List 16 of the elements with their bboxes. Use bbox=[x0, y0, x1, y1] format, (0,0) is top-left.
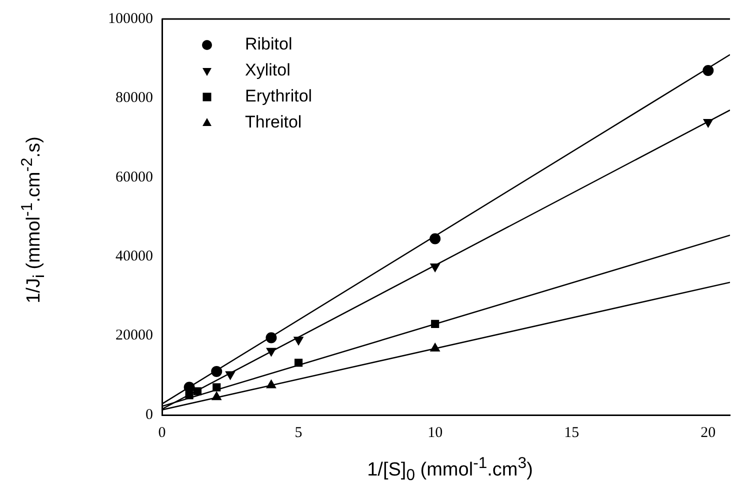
x-axis-title: 1/[S]$_{0}$ (mmol$^{-1}$.cm$^{3}$) bbox=[366, 455, 534, 486]
y-tick-label: 60000 bbox=[116, 169, 153, 186]
legend-label: Ribitol bbox=[245, 34, 292, 54]
x-tick-label: 20 bbox=[700, 424, 716, 441]
legend-label: Erythritol bbox=[245, 86, 312, 106]
x-tick-label: 15 bbox=[564, 424, 580, 441]
x-tick-label: 10 bbox=[428, 424, 443, 441]
x-tick-label: 0 bbox=[158, 424, 166, 441]
y-tick-label: 100000 bbox=[108, 10, 153, 27]
legend-label: Xylitol bbox=[245, 60, 290, 80]
y-tick-label: 0 bbox=[146, 406, 153, 423]
legend-label: Threitol bbox=[245, 112, 302, 132]
y-tick-label: 80000 bbox=[116, 90, 153, 106]
y-tick-label: 20000 bbox=[116, 328, 153, 344]
y-tick-label: 40000 bbox=[116, 248, 153, 265]
x-tick-label: 5 bbox=[294, 424, 302, 441]
